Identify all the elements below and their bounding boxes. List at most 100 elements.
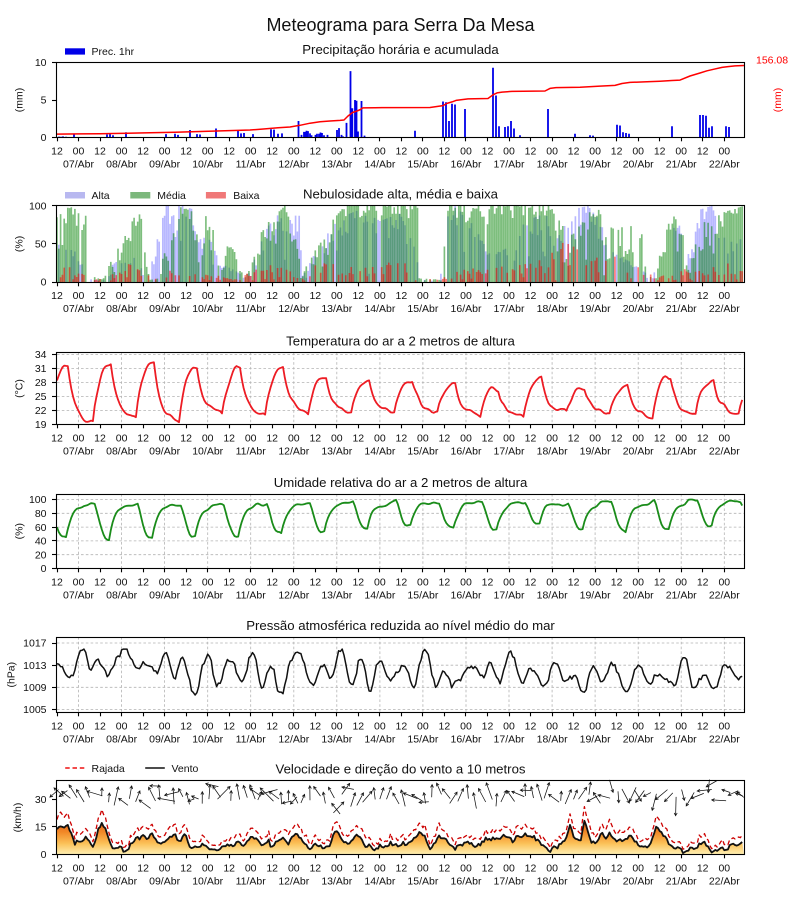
svg-text:00: 00	[245, 721, 257, 733]
svg-text:Meteograma para Serra Da Mesa: Meteograma para Serra Da Mesa	[266, 15, 535, 35]
svg-text:12: 12	[223, 863, 235, 875]
svg-text:12: 12	[525, 146, 537, 158]
svg-text:18/Abr: 18/Abr	[537, 590, 568, 602]
svg-text:00: 00	[374, 433, 386, 445]
svg-text:15/Abr: 15/Abr	[407, 876, 438, 888]
svg-text:00: 00	[503, 721, 515, 733]
svg-text:12: 12	[137, 863, 149, 875]
svg-text:00: 00	[503, 146, 515, 158]
svg-text:21/Abr: 21/Abr	[666, 303, 697, 315]
svg-text:15/Abr: 15/Abr	[407, 590, 438, 602]
svg-text:00: 00	[589, 863, 601, 875]
svg-text:12: 12	[439, 577, 451, 589]
svg-text:12: 12	[482, 577, 494, 589]
svg-text:12/Abr: 12/Abr	[278, 159, 309, 171]
svg-text:14/Abr: 14/Abr	[364, 590, 395, 602]
svg-text:12: 12	[266, 577, 278, 589]
svg-text:00: 00	[159, 290, 171, 302]
svg-text:13/Abr: 13/Abr	[321, 303, 352, 315]
svg-text:17/Abr: 17/Abr	[494, 734, 525, 746]
svg-text:12/Abr: 12/Abr	[278, 734, 309, 746]
svg-text:00: 00	[546, 433, 558, 445]
svg-text:00: 00	[417, 577, 429, 589]
svg-text:18/Abr: 18/Abr	[537, 876, 568, 888]
svg-text:12: 12	[51, 863, 63, 875]
svg-text:00: 00	[718, 863, 730, 875]
svg-text:19/Abr: 19/Abr	[580, 303, 611, 315]
svg-text:12: 12	[439, 863, 451, 875]
svg-text:12/Abr: 12/Abr	[278, 446, 309, 458]
svg-text:00: 00	[374, 863, 386, 875]
svg-text:00: 00	[546, 721, 558, 733]
svg-text:12: 12	[611, 863, 623, 875]
svg-text:12: 12	[352, 146, 364, 158]
svg-text:12: 12	[51, 146, 63, 158]
svg-text:12: 12	[180, 863, 192, 875]
svg-text:12: 12	[439, 721, 451, 733]
svg-text:00: 00	[718, 433, 730, 445]
svg-text:16/Abr: 16/Abr	[451, 303, 482, 315]
svg-text:22/Abr: 22/Abr	[709, 446, 740, 458]
svg-text:12: 12	[611, 721, 623, 733]
svg-text:00: 00	[73, 290, 85, 302]
svg-text:12: 12	[697, 577, 709, 589]
svg-text:11/Abr: 11/Abr	[236, 590, 267, 602]
svg-text:12: 12	[525, 863, 537, 875]
svg-text:30: 30	[35, 794, 47, 806]
svg-text:00: 00	[675, 721, 687, 733]
svg-text:12: 12	[94, 721, 106, 733]
svg-text:Velocidade e direção do vento: Velocidade e direção do vento a 10 metro…	[276, 762, 526, 777]
svg-text:(%): (%)	[14, 523, 26, 539]
svg-text:14/Abr: 14/Abr	[364, 159, 395, 171]
svg-text:Temperatura do ar a 2 metros d: Temperatura do ar a 2 metros de altura	[286, 334, 515, 349]
svg-text:12: 12	[396, 433, 408, 445]
svg-text:00: 00	[116, 433, 128, 445]
svg-text:07/Abr: 07/Abr	[63, 303, 94, 315]
svg-text:00: 00	[417, 433, 429, 445]
svg-text:11/Abr: 11/Abr	[236, 876, 267, 888]
svg-text:12: 12	[654, 721, 666, 733]
svg-text:00: 00	[503, 863, 515, 875]
svg-text:00: 00	[374, 290, 386, 302]
svg-text:07/Abr: 07/Abr	[63, 734, 94, 746]
svg-text:10/Abr: 10/Abr	[192, 876, 223, 888]
svg-text:17/Abr: 17/Abr	[494, 159, 525, 171]
svg-text:Pressão atmosférica reduzida a: Pressão atmosférica reduzida ao nível mé…	[246, 618, 555, 633]
svg-text:12: 12	[223, 433, 235, 445]
svg-text:00: 00	[159, 863, 171, 875]
svg-text:22: 22	[35, 405, 47, 417]
svg-text:10/Abr: 10/Abr	[192, 446, 223, 458]
svg-text:12: 12	[137, 433, 149, 445]
svg-text:12: 12	[697, 863, 709, 875]
svg-text:12: 12	[94, 290, 106, 302]
svg-text:Precipitação horária e acumula: Precipitação horária e acumulada	[302, 42, 499, 57]
svg-text:00: 00	[460, 863, 472, 875]
svg-text:12: 12	[309, 577, 321, 589]
svg-text:00: 00	[288, 721, 300, 733]
svg-text:12: 12	[568, 577, 580, 589]
svg-text:12: 12	[525, 577, 537, 589]
svg-text:12: 12	[180, 433, 192, 445]
svg-text:10/Abr: 10/Abr	[192, 590, 223, 602]
svg-text:17/Abr: 17/Abr	[494, 876, 525, 888]
svg-text:(mm): (mm)	[14, 88, 26, 113]
svg-text:12: 12	[396, 577, 408, 589]
svg-text:12: 12	[525, 721, 537, 733]
svg-text:12: 12	[223, 577, 235, 589]
svg-text:12/Abr: 12/Abr	[278, 303, 309, 315]
svg-text:12: 12	[396, 146, 408, 158]
svg-text:12: 12	[309, 433, 321, 445]
svg-text:14/Abr: 14/Abr	[364, 734, 395, 746]
svg-text:00: 00	[589, 290, 601, 302]
svg-text:00: 00	[288, 146, 300, 158]
svg-text:Alta: Alta	[92, 190, 110, 202]
svg-text:12: 12	[94, 433, 106, 445]
svg-text:20: 20	[35, 549, 47, 561]
svg-text:12: 12	[697, 433, 709, 445]
svg-text:00: 00	[417, 721, 429, 733]
svg-text:00: 00	[331, 146, 343, 158]
svg-text:09/Abr: 09/Abr	[149, 876, 180, 888]
svg-text:00: 00	[159, 433, 171, 445]
svg-text:00: 00	[503, 433, 515, 445]
svg-text:00: 00	[589, 577, 601, 589]
